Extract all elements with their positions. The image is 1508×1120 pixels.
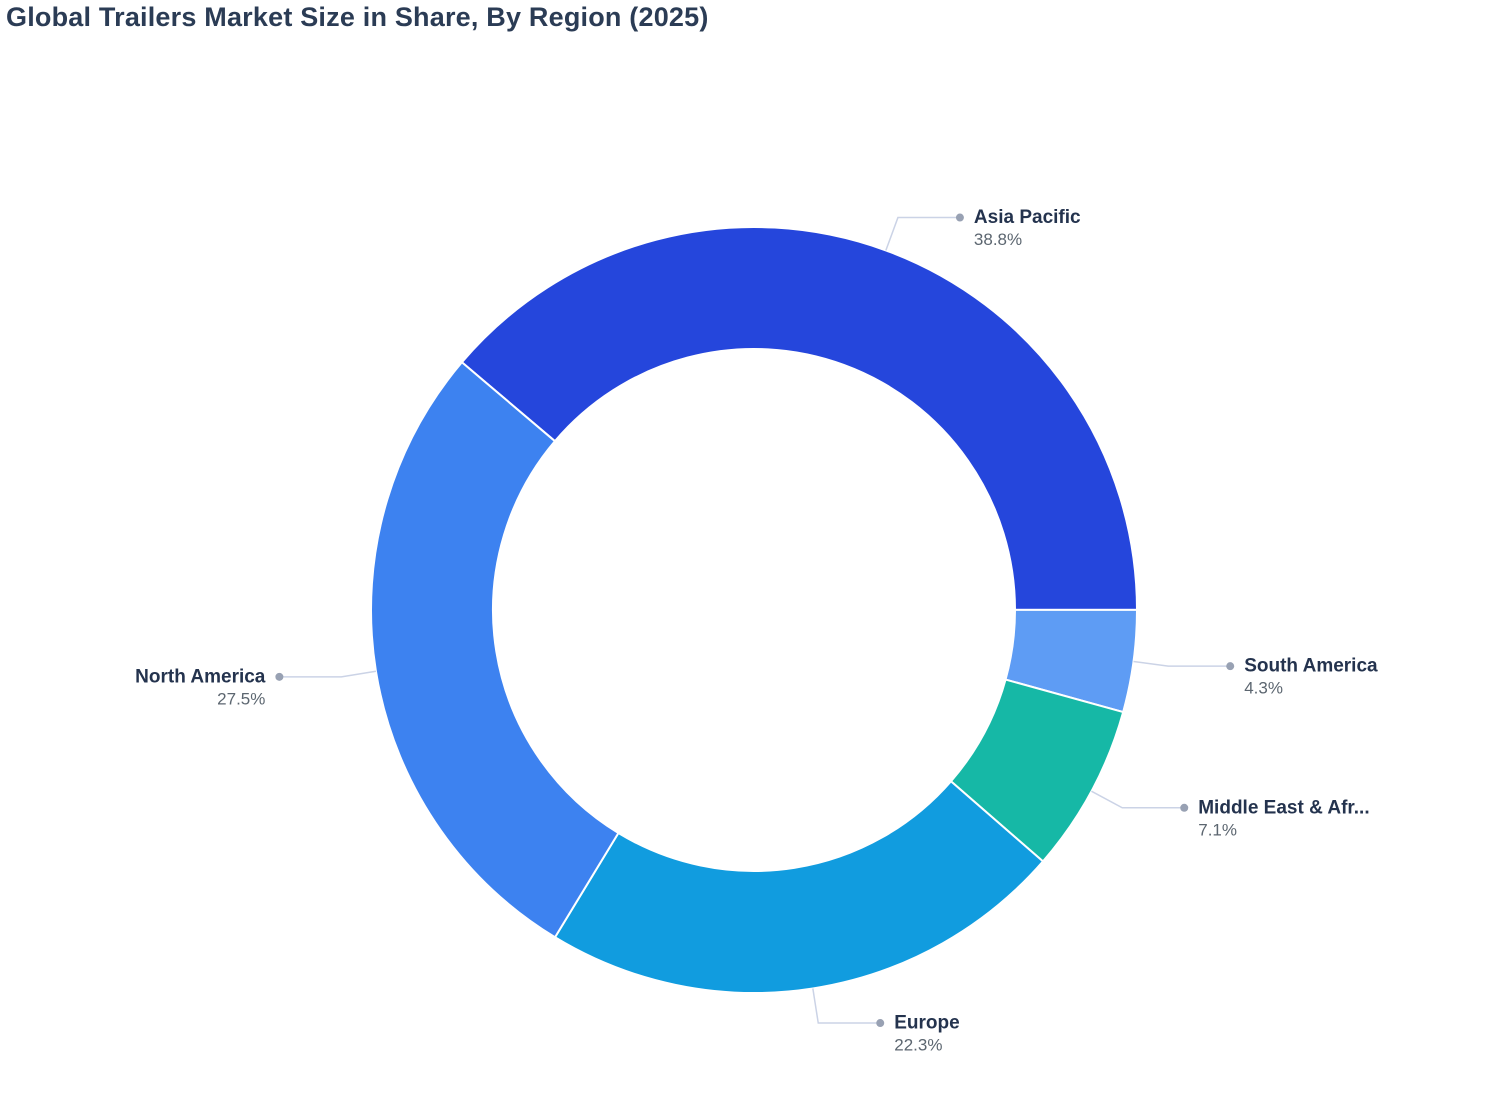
slice-asia-pacific[interactable] (460, 226, 1138, 611)
leader-dot-north-america (275, 672, 284, 681)
slice-label-europe: Europe (894, 1013, 959, 1034)
slice-label-north-america: North America (135, 666, 266, 687)
leader-line-asia-pacific (885, 216, 960, 251)
leader-line-middle-east-africa (1091, 790, 1185, 809)
leader-line-north-america (279, 670, 377, 678)
leader-dot-south-america (1226, 662, 1235, 671)
slice-value-middle-east-africa: 7.1% (1198, 820, 1237, 839)
leader-line-europe (812, 988, 881, 1024)
slice-label-asia-pacific: Asia Pacific (974, 207, 1081, 228)
slice-value-europe: 22.3% (894, 1036, 942, 1055)
leader-dot-middle-east-africa (1180, 803, 1189, 812)
slice-north-america[interactable] (370, 361, 620, 939)
leader-dot-asia-pacific (955, 213, 964, 222)
leader-line-south-america (1133, 660, 1231, 667)
slice-label-middle-east-africa: Middle East & Afr... (1198, 797, 1369, 818)
leader-dot-europe (876, 1019, 885, 1028)
slice-europe[interactable] (554, 780, 1044, 994)
slice-label-south-america: South America (1244, 656, 1378, 677)
chart-title: Global Trailers Market Size in Share, By… (6, 2, 709, 32)
slice-value-asia-pacific: 38.8% (974, 230, 1022, 249)
slice-value-north-america: 27.5% (217, 689, 265, 708)
slice-value-south-america: 4.3% (1244, 679, 1283, 698)
